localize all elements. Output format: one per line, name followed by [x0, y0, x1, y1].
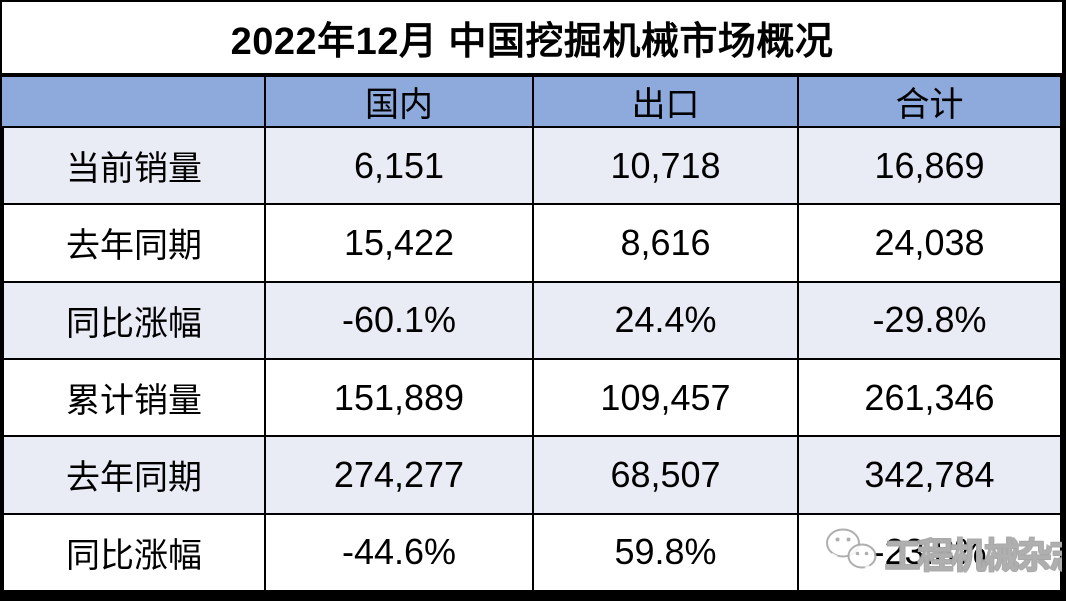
- value-cell: 16,869: [797, 125, 1062, 206]
- row-label: 同比涨幅: [2, 280, 266, 360]
- market-data-table: 国内 出口 合计 当前销量 6,151 10,718 16,869 去年同期 1…: [2, 75, 1062, 592]
- table-row-yoy-change: 同比涨幅 -60.1% 24.4% -29.8%: [2, 280, 1062, 360]
- row-label: 累计销量: [2, 357, 266, 438]
- value-cell: 109,457: [532, 357, 799, 438]
- value-cell: 261,346: [797, 357, 1062, 438]
- value-cell: 6,151: [264, 125, 534, 206]
- value-cell: -60.1%: [264, 280, 534, 360]
- value-cell: -29.8%: [797, 280, 1062, 360]
- page-title: 2022年12月 中国挖掘机械市场概况: [2, 2, 1062, 75]
- header-row: 国内 出口 合计: [2, 75, 1062, 128]
- table-row-yoy-change-cumulative: 同比涨幅 -44.6% 59.8% -23.8%: [2, 512, 1062, 592]
- column-header-export: 出口: [532, 75, 799, 128]
- table-row-cumulative-sales: 累计销量 151,889 109,457 261,346: [2, 357, 1062, 438]
- row-label: 去年同期: [2, 203, 266, 283]
- row-label: 同比涨幅: [2, 512, 266, 592]
- row-label: 当前销量: [2, 125, 266, 206]
- row-label: 去年同期: [2, 435, 266, 515]
- value-cell: -44.6%: [264, 512, 534, 592]
- value-cell: 342,784: [797, 435, 1062, 515]
- value-cell: 274,277: [264, 435, 534, 515]
- value-cell: 24,038: [797, 203, 1062, 283]
- value-cell: 8,616: [532, 203, 799, 283]
- value-cell: -23.8%: [797, 512, 1062, 592]
- value-cell: 59.8%: [532, 512, 799, 592]
- value-cell: 151,889: [264, 357, 534, 438]
- value-cell: 68,507: [532, 435, 799, 515]
- value-cell: 15,422: [264, 203, 534, 283]
- value-cell: 10,718: [532, 125, 799, 206]
- table-row-current-sales: 当前销量 6,151 10,718 16,869: [2, 125, 1062, 206]
- column-header-total: 合计: [797, 75, 1062, 128]
- column-header-blank: [2, 75, 266, 128]
- value-cell: 24.4%: [532, 280, 799, 360]
- table-row-last-year-same-period-cumulative: 去年同期 274,277 68,507 342,784: [2, 435, 1062, 515]
- column-header-domestic: 国内: [264, 75, 534, 128]
- table-row-last-year-same-period: 去年同期 15,422 8,616 24,038: [2, 203, 1062, 283]
